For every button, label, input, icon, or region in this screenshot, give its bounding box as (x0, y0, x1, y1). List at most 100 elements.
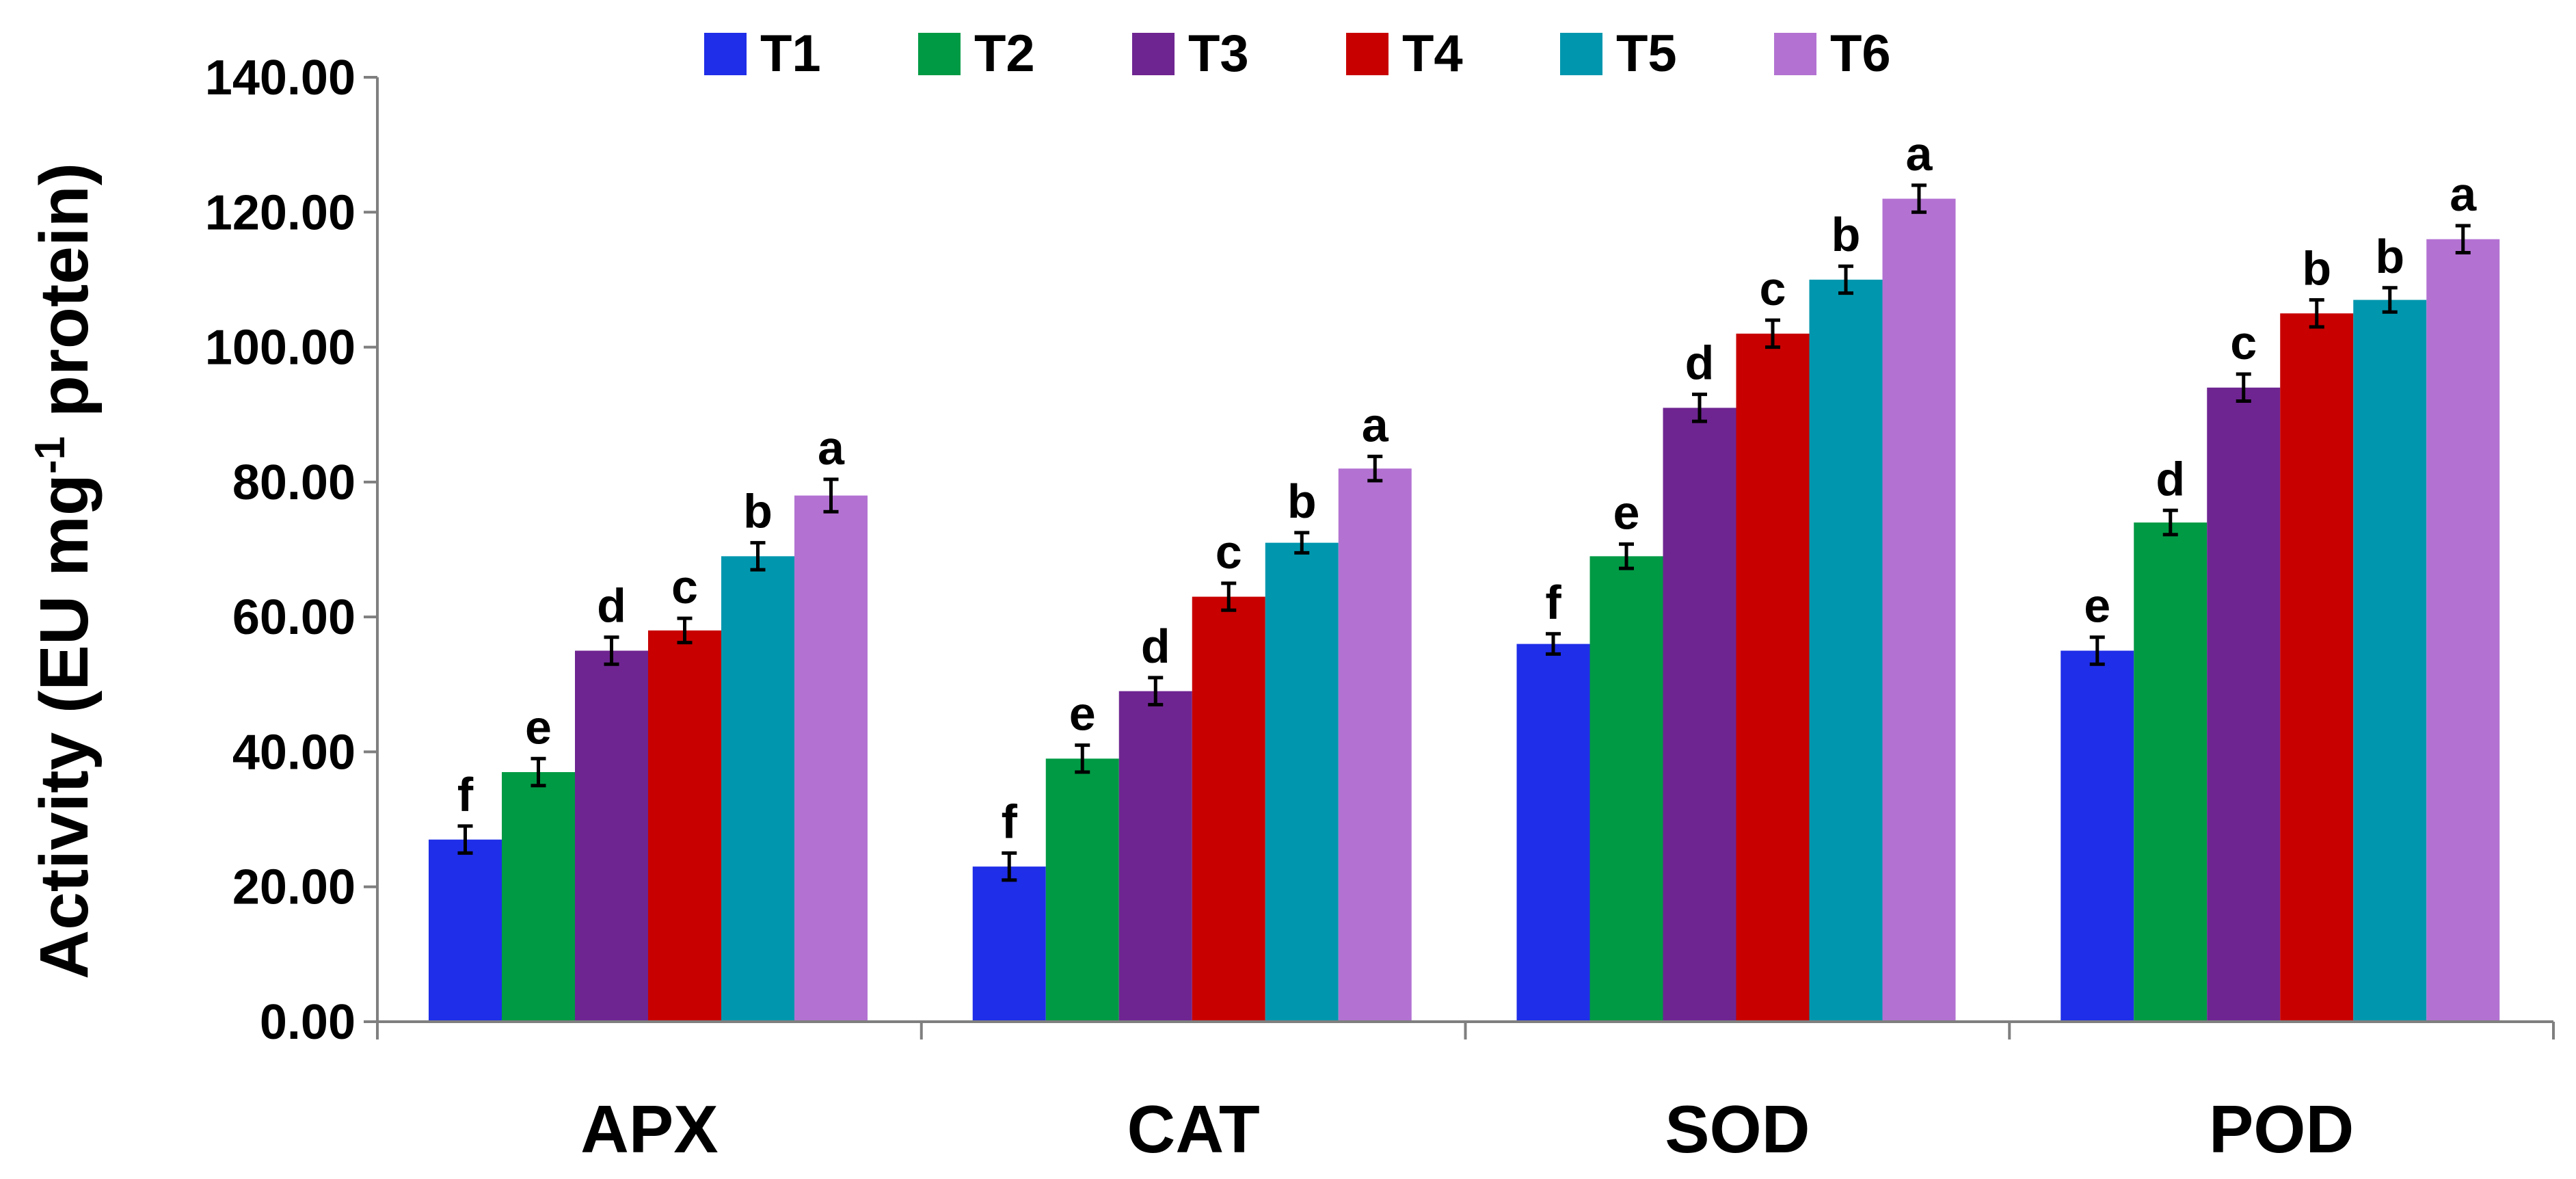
significance-letter: e (2084, 579, 2110, 633)
significance-letter: d (1141, 620, 1170, 673)
legend-swatch (704, 33, 747, 75)
error-bar (2309, 298, 2324, 329)
bar-t6-cat (1338, 468, 1412, 1022)
legend-label: T6 (1830, 25, 1891, 83)
bar-t3-apx (575, 650, 648, 1022)
error-bar (1367, 454, 1383, 483)
legend-item-t5: T5 (1560, 25, 1677, 83)
y-tick-label: 40.00 (232, 725, 355, 780)
error-bar (1546, 632, 1561, 656)
significance-letter: b (1832, 208, 1861, 261)
bar-t4-pod (2280, 313, 2354, 1022)
legend-item-t4: T4 (1346, 25, 1463, 83)
legend-item-t6: T6 (1774, 25, 1891, 83)
significance-letter: d (2156, 452, 2185, 505)
error-bar (1692, 393, 1707, 423)
bar-t1-apx (429, 839, 502, 1022)
error-bar (1765, 318, 1780, 349)
bar-t2-sod (1589, 556, 1663, 1022)
bar-t2-apx (502, 772, 575, 1022)
error-bar (2089, 635, 2105, 666)
axes (376, 77, 2555, 1039)
error-bar (1002, 851, 1017, 882)
error-bar (457, 824, 473, 855)
error-bar (1075, 743, 1090, 774)
bar-t1-sod (1516, 644, 1590, 1022)
error-bar (1838, 264, 1853, 295)
error-bar (677, 616, 693, 645)
significance-letter: c (671, 560, 698, 613)
category-label-apx: APX (580, 1091, 719, 1167)
significance-letter: a (1906, 127, 1933, 181)
significance-letter: f (457, 768, 474, 821)
bar-t5-cat (1265, 542, 1339, 1022)
significance-letter: d (1685, 336, 1715, 390)
y-tick-label: 20.00 (232, 860, 355, 915)
bar-t1-pod (2061, 650, 2134, 1022)
y-tick-label: 100.00 (205, 321, 355, 375)
y-tick-label: 60.00 (232, 590, 355, 645)
error-bar (823, 477, 839, 514)
legend-label: T3 (1188, 25, 1249, 83)
y-axis-label-suffix: protein) (26, 163, 103, 436)
category-label-sod: SOD (1665, 1091, 1810, 1167)
legend-swatch (1132, 33, 1175, 75)
significance-letter: a (2450, 168, 2477, 221)
bars (429, 198, 2500, 1022)
bar-t4-apx (648, 630, 721, 1022)
legend-item-t1: T1 (704, 25, 821, 83)
significance-letter: e (525, 700, 552, 754)
y-axis-label-superscript: -1 (27, 436, 74, 474)
legend-label: T4 (1402, 25, 1463, 83)
error-bar (531, 756, 546, 788)
error-bar (1148, 676, 1164, 706)
bar-t5-pod (2353, 300, 2427, 1022)
significance-letter: a (818, 421, 845, 475)
bar-t3-pod (2207, 387, 2281, 1022)
significance-letter: d (597, 579, 626, 633)
bar-t1-cat (972, 866, 1046, 1022)
significance-letter: e (1069, 687, 1096, 741)
category-label-pod: POD (2209, 1091, 2354, 1167)
error-bar (2455, 224, 2471, 254)
legend-swatch (1774, 33, 1816, 75)
bar-t4-cat (1192, 596, 1265, 1022)
significance-letter: c (2230, 316, 2257, 369)
y-tick-label: 140.00 (205, 51, 355, 105)
x-axis-categories: APX CAT SOD POD (580, 1091, 2354, 1167)
legend-label: T1 (760, 25, 821, 83)
bar-t2-pod (2134, 522, 2208, 1022)
bar-t5-sod (1809, 279, 1883, 1022)
bar-t3-cat (1118, 691, 1192, 1022)
y-tick-label: 80.00 (232, 455, 355, 510)
error-bar (1294, 531, 1310, 555)
significance-letter: b (1287, 475, 1317, 528)
bar-t6-pod (2426, 239, 2500, 1022)
error-bars (457, 183, 2471, 882)
error-bar (750, 541, 766, 572)
bar-t6-sod (1882, 198, 1956, 1022)
significance-letter: c (1216, 525, 1242, 579)
error-bar (2236, 372, 2251, 403)
legend-swatch (1560, 33, 1602, 75)
legend-label: T5 (1616, 25, 1677, 83)
y-tick-label: 0.00 (260, 995, 355, 1050)
significance-letter: b (2375, 230, 2404, 283)
bar-t3-sod (1663, 408, 1736, 1022)
y-tick-label: 120.00 (205, 185, 355, 240)
error-bar (1221, 581, 1237, 612)
y-axis-ticks: 0.00 20.00 40.00 60.00 80.00 100.00 120.00 140.… (205, 51, 377, 1050)
error-bar (1911, 183, 1927, 214)
bar-t4-sod (1736, 333, 1810, 1022)
category-label-cat: CAT (1127, 1091, 1260, 1167)
legend-swatch (1346, 33, 1388, 75)
legend: T1 T2 T3 T4 T5 T6 (704, 25, 1891, 83)
significance-letter: f (1545, 576, 1561, 629)
error-bar (2162, 508, 2178, 537)
significance-letter: b (2302, 242, 2331, 295)
legend-label: T2 (974, 25, 1035, 83)
error-bar (1619, 542, 1634, 570)
bar-t2-cat (1045, 758, 1119, 1022)
y-axis-label-text: Activity (EU mg (26, 474, 103, 979)
